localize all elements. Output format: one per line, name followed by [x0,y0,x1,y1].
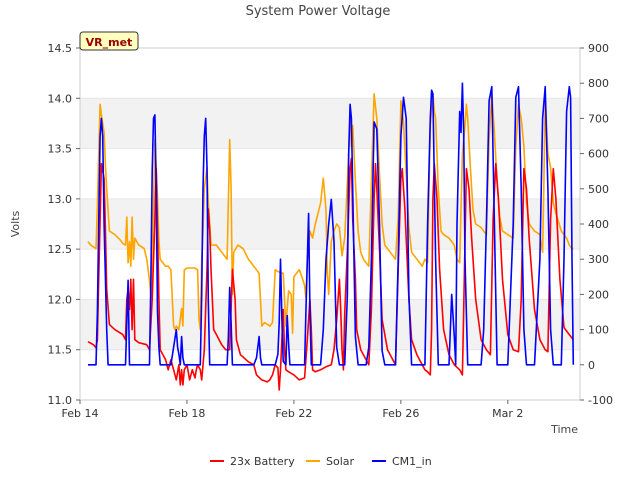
y-right-tick-label: 500 [588,183,609,196]
y-right-tick-label: 400 [588,218,609,231]
y-right-tick-label: 100 [588,324,609,337]
y-left-tick-label: 14.0 [48,92,73,105]
y-left-tick-label: 11.0 [48,394,73,407]
y-axis-right: -100 0 100 200 300 400 500 600 700 800 900 [580,42,613,407]
y-right-tick-label: 200 [588,288,609,301]
series-layer [87,82,575,391]
y-axis-left: 11.0 11.5 12.0 12.5 13.0 13.5 14.0 14.5 [48,42,80,407]
x-tick-label: Feb 18 [168,407,205,420]
y-left-tick-label: 11.5 [48,344,73,357]
y-left-tick-label: 13.0 [48,193,73,206]
badge-label: VR_met [86,36,133,49]
x-axis-label: Time [550,423,578,436]
y-right-tick-label: 800 [588,77,609,90]
grid-band [80,98,580,149]
legend-label: CM1_in [392,455,432,468]
badge-box [79,31,139,51]
y-axis-label: Volts [9,210,22,237]
x-tick-label: Mar 2 [492,407,523,420]
x-axis: Feb 14 Feb 18 Feb 22 Feb 26 Mar 2 [62,400,523,420]
legend-label: Solar [326,455,355,468]
y-right-tick-label: 700 [588,112,609,125]
y-left-tick-label: 12.0 [48,293,73,306]
x-tick-label: Feb 22 [275,407,312,420]
legend: 23x Battery Solar CM1_in [210,455,432,468]
y-right-tick-label: 0 [588,359,595,372]
y-right-tick-label: -100 [588,394,613,407]
legend-label: 23x Battery [230,455,295,468]
series-line-cm1-in [88,82,575,366]
series-line-23x-battery [87,157,574,391]
y-right-tick-label: 900 [588,42,609,55]
y-right-tick-label: 600 [588,148,609,161]
x-tick-label: Feb 14 [62,407,99,420]
x-tick-label: Feb 26 [382,407,419,420]
y-right-tick-label: 300 [588,253,609,266]
chart-title: System Power Voltage [246,4,391,19]
y-left-tick-label: 12.5 [48,243,73,256]
y-left-tick-label: 14.5 [48,42,73,55]
y-left-tick-label: 13.5 [48,143,73,156]
badge: VR_met [79,31,139,51]
